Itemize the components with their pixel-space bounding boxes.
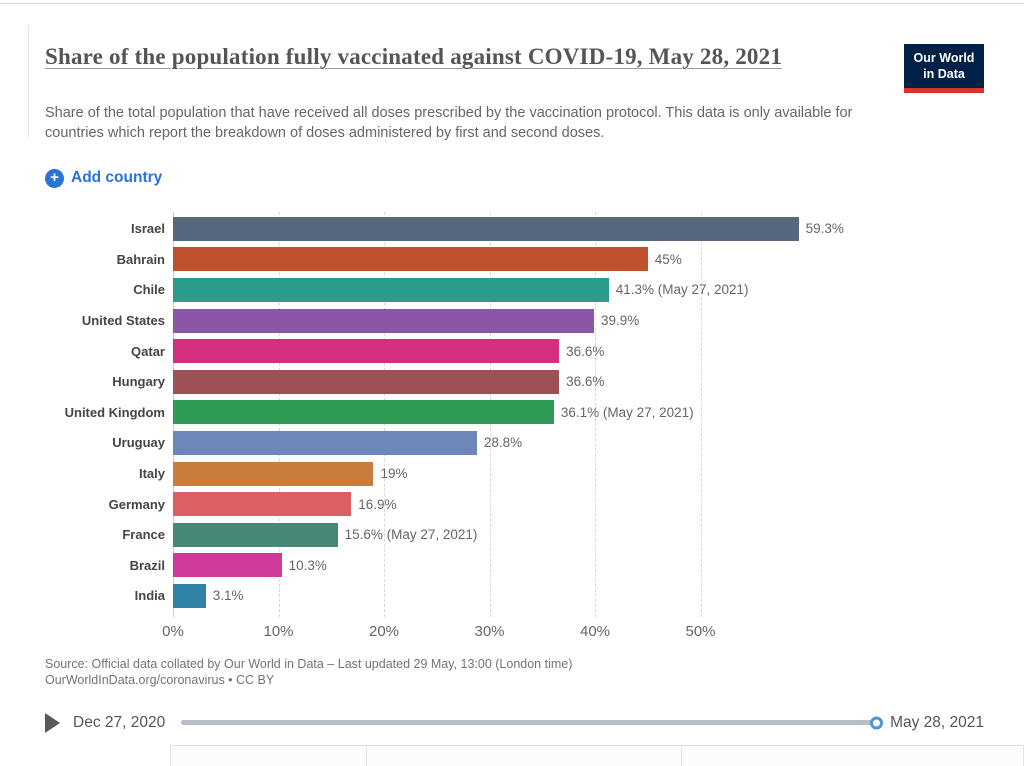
bar-row: Israel 59.3%	[45, 214, 984, 245]
bar-value-label: 3.1%	[212, 588, 244, 604]
bar-row: India 3.1%	[45, 581, 984, 612]
x-axis: 0% 10% 20% 30% 40% 50%	[45, 617, 984, 647]
frame-top-border	[0, 3, 1024, 4]
x-axis-tick-label: 30%	[474, 623, 505, 641]
country-label: India	[134, 588, 165, 604]
timeline-handle[interactable]	[870, 716, 884, 730]
x-axis-tick-label: 10%	[263, 623, 294, 641]
bar-value-label: 39.9%	[600, 313, 640, 329]
x-axis-tick-label: 0%	[162, 623, 184, 641]
bar-value-label: 36.6%	[566, 374, 605, 390]
bar-row: United Kingdom 36.1% (May 27, 2021)	[45, 397, 984, 428]
bar-row: Hungary 36.6%	[45, 366, 984, 397]
bar[interactable]	[173, 492, 352, 517]
bar[interactable]	[173, 522, 338, 547]
country-label: Uruguay	[112, 435, 165, 451]
bar-value-label: 28.8%	[483, 435, 523, 451]
frame-left-border	[28, 25, 29, 137]
bar-row: Qatar 36.6%	[45, 336, 984, 367]
timeline-slider: Dec 27, 2020 May 28, 2021	[45, 712, 984, 733]
plot-area: Israel 59.3% Bahrain 45% Chile 41.3% (Ma…	[45, 211, 984, 618]
header: Share of the population fully vaccinated…	[45, 42, 984, 93]
owid-logo[interactable]: Our World in Data	[904, 44, 984, 93]
bar-value-label: 15.6% (May 27, 2021)	[344, 527, 478, 543]
cutoff-cell	[367, 746, 682, 766]
country-label: Israel	[131, 221, 165, 237]
grid-line	[700, 211, 702, 618]
country-label: United States	[81, 313, 165, 329]
grid-line	[595, 211, 596, 618]
add-country-label: Add country	[71, 169, 163, 186]
owid-logo-accent-bar	[904, 87, 984, 93]
country-label: Hungary	[112, 374, 165, 390]
bar[interactable]	[173, 400, 554, 425]
bar[interactable]	[173, 308, 594, 333]
bar-row: Chile 41.3% (May 27, 2021)	[45, 275, 984, 306]
country-label: United Kingdom	[64, 404, 165, 420]
country-label: Italy	[138, 466, 165, 482]
country-label: Germany	[108, 496, 165, 512]
cutoff-cell	[682, 746, 1024, 766]
bar[interactable]	[173, 339, 560, 364]
country-label: France	[122, 527, 165, 543]
chart-title: Share of the population fully vaccinated…	[45, 44, 783, 69]
source-line-1: Source: Official data collated by Our Wo…	[45, 657, 573, 672]
cutoff-table-row	[170, 745, 1024, 766]
add-country-button[interactable]: + Add country	[45, 168, 163, 188]
bar[interactable]	[173, 461, 374, 486]
bar-row: United States 39.9%	[45, 305, 984, 336]
bar-value-label: 41.3% (May 27, 2021)	[615, 282, 749, 298]
chart-subtitle: Share of the total population that have …	[45, 104, 853, 141]
bar[interactable]	[173, 553, 282, 578]
timeline-end-date: May 28, 2021	[890, 713, 984, 731]
timeline-start-date: Dec 27, 2020	[73, 713, 166, 731]
bar[interactable]	[173, 583, 206, 608]
bar-chart: Israel 59.3% Bahrain 45% Chile 41.3% (Ma…	[45, 211, 984, 648]
bar-value-label: 16.9%	[358, 496, 397, 512]
bar-row: Germany 16.9%	[45, 489, 984, 520]
bar-row: Brazil 10.3%	[45, 550, 984, 581]
bar-value-label: 36.6%	[566, 343, 605, 359]
owid-logo-text: Our World in Data	[904, 44, 984, 88]
bar[interactable]	[173, 247, 648, 272]
bar-row: Uruguay 28.8%	[45, 428, 984, 459]
bar-row: Bahrain 45%	[45, 244, 984, 275]
source-note: Source: Official data collated by Our Wo…	[45, 657, 984, 689]
chart-frame: Share of the population fully vaccinated…	[45, 42, 984, 733]
bar[interactable]	[173, 369, 560, 394]
country-label: Brazil	[129, 557, 165, 573]
bar[interactable]	[173, 277, 609, 302]
bar-row: France 15.6% (May 27, 2021)	[45, 519, 984, 550]
timeline-track[interactable]	[181, 716, 884, 730]
x-axis-tick-label: 50%	[685, 623, 716, 641]
country-label: Bahrain	[116, 251, 165, 267]
bar-value-label: 10.3%	[288, 557, 327, 573]
source-line-2: OurWorldInData.org/coronavirus • CC BY	[45, 672, 275, 687]
x-axis-tick-label: 40%	[579, 623, 611, 641]
country-label: Qatar	[131, 343, 165, 359]
plus-circle-icon: +	[45, 168, 64, 188]
bar-value-label: 36.1% (May 27, 2021)	[560, 404, 694, 420]
bar[interactable]	[173, 216, 799, 241]
bar-row: Italy 19%	[45, 458, 984, 489]
x-axis-tick-label: 20%	[368, 623, 400, 641]
country-label: Chile	[133, 282, 165, 298]
bar-value-label: 19%	[380, 466, 408, 482]
bar-value-label: 59.3%	[805, 221, 844, 237]
cutoff-cell	[170, 746, 367, 766]
play-icon[interactable]	[45, 712, 60, 733]
bar[interactable]	[173, 430, 477, 455]
bar-value-label: 45%	[654, 251, 682, 267]
